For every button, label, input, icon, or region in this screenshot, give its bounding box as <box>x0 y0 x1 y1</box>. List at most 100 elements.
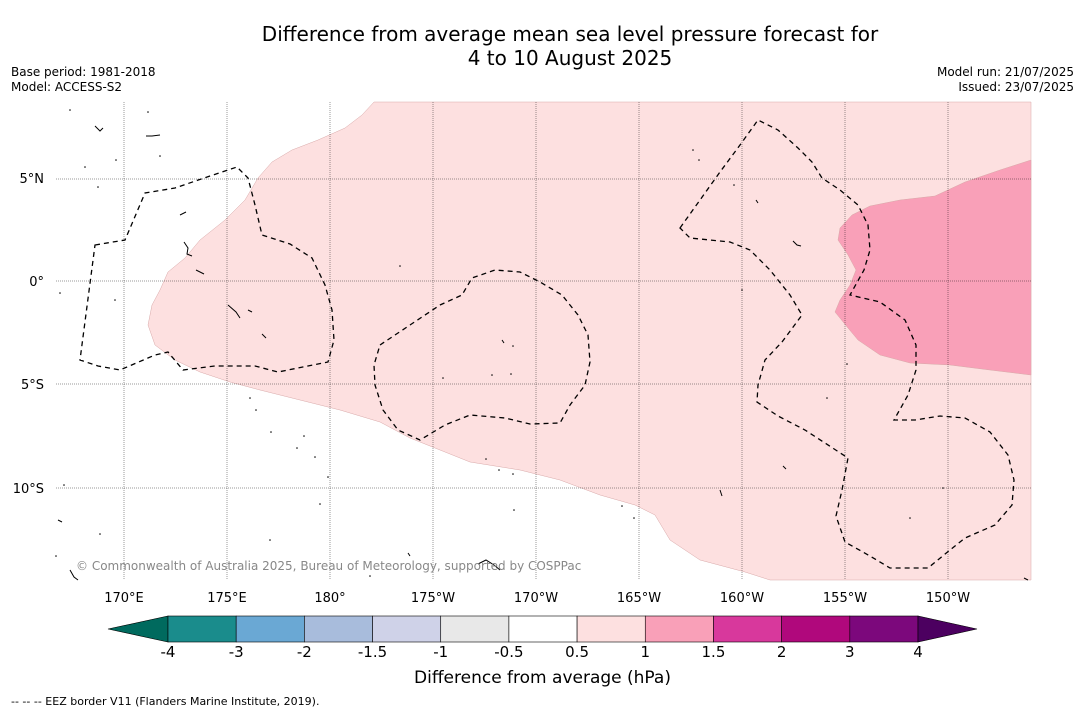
island <box>755 199 759 204</box>
island <box>909 517 911 519</box>
island <box>59 292 61 294</box>
island <box>510 373 512 375</box>
model-name: Model: ACCESS-S2 <box>11 80 123 94</box>
island-dots <box>55 109 944 577</box>
colorbar-swatch <box>713 615 782 643</box>
island <box>399 265 401 267</box>
colorbar-tick-label: 1.5 <box>701 643 726 661</box>
island <box>698 159 700 161</box>
copyright-notice: © Commonwealth of Australia 2025, Bureau… <box>76 559 581 573</box>
island <box>633 517 635 519</box>
island <box>57 519 63 523</box>
colorbar-tick-label: -2 <box>296 643 312 661</box>
colorbar-tick-label: 2 <box>776 643 787 661</box>
colorbar-swatch <box>781 615 851 643</box>
island <box>270 431 272 433</box>
colorbar-title: Difference from average (hPa) <box>414 668 671 688</box>
island <box>69 109 71 111</box>
island <box>97 186 99 188</box>
colorbar-swatch <box>235 615 305 643</box>
colorbar-under-arrow <box>107 615 169 643</box>
colorbar <box>107 615 978 643</box>
colorbar-swatch <box>508 615 578 643</box>
colorbar-tick-label: -3 <box>228 643 244 661</box>
colorbar-swatch <box>304 615 373 643</box>
colorbar-tick-label: 4 <box>913 643 923 661</box>
island <box>296 447 298 449</box>
island <box>782 465 787 470</box>
island <box>491 374 493 376</box>
island <box>692 149 694 151</box>
island <box>407 552 411 557</box>
issued-date: Issued: 23/07/2025 <box>958 80 1074 94</box>
island <box>369 575 371 577</box>
colorbar-over-arrow <box>917 615 978 643</box>
anomaly-region-light <box>147 101 1032 581</box>
lon-label-155w: 155°W <box>823 591 867 606</box>
lon-label-170e: 170°E <box>104 591 144 606</box>
colorbar-tick-label: -4 <box>160 643 176 661</box>
island <box>621 505 623 507</box>
island <box>63 484 65 486</box>
island <box>846 363 848 365</box>
graticule <box>56 102 1031 580</box>
colorbar-swatch <box>849 615 919 643</box>
island <box>255 409 257 411</box>
title-line-2: 4 to 10 August 2025 <box>467 46 673 70</box>
eez-border-tuvalu <box>79 166 335 373</box>
meta-right: Model run: 21/07/2025 Issued: 23/07/2025 <box>937 65 1074 95</box>
anomaly-region-medium <box>834 159 1032 376</box>
colorbar-tick-label: -0.5 <box>494 643 524 661</box>
island <box>146 134 161 137</box>
island <box>249 397 251 399</box>
lon-label-180: 180° <box>314 591 345 606</box>
colorbar-swatch <box>576 615 646 643</box>
eez-borders <box>79 119 1015 569</box>
island <box>498 469 500 471</box>
title-line-1: Difference from average mean sea level p… <box>261 22 879 46</box>
island <box>269 539 271 541</box>
island <box>261 333 267 339</box>
island <box>314 456 316 458</box>
island <box>247 309 253 313</box>
island <box>114 299 116 301</box>
island <box>159 155 161 157</box>
lon-label-150w: 150°W <box>926 591 970 606</box>
island <box>513 509 515 511</box>
island <box>485 458 487 460</box>
colorbar-swatch <box>372 615 442 643</box>
island <box>733 184 735 186</box>
island <box>942 487 944 489</box>
lat-label-10s: 10°S <box>13 482 44 497</box>
colorbar-swatch <box>644 615 714 643</box>
colorbar-swatch <box>440 615 510 643</box>
eez-footnote: -- -- -- EEZ border V11 (Flanders Marine… <box>11 695 320 708</box>
lon-label-165w: 165°W <box>617 591 661 606</box>
lat-label-5s: 5°S <box>21 378 44 393</box>
island <box>179 211 187 216</box>
map-title: Difference from average mean sea level p… <box>0 22 1085 70</box>
lat-label-5n: 5°N <box>20 172 45 187</box>
colorbar-tick-label: -1.5 <box>357 643 388 661</box>
island <box>477 559 501 571</box>
island <box>512 473 514 475</box>
island <box>741 289 743 291</box>
lat-label-0: 0° <box>29 275 44 290</box>
colorbar-tick-label: 1 <box>640 643 651 661</box>
lon-label-175w: 175°W <box>411 591 455 606</box>
island <box>55 555 57 557</box>
meta-left: Base period: 1981-2018 Model: ACCESS-S2 <box>11 65 156 95</box>
island <box>719 489 723 497</box>
colorbar-tick-label: 0.5 <box>565 643 589 661</box>
island <box>1023 577 1029 581</box>
colorbar-swatch <box>167 615 237 643</box>
island <box>84 166 86 168</box>
island <box>147 111 149 113</box>
island <box>115 159 117 161</box>
island <box>319 503 321 505</box>
island <box>512 345 514 347</box>
island <box>183 241 193 257</box>
island <box>327 476 329 478</box>
base-period: Base period: 1981-2018 <box>11 65 156 79</box>
